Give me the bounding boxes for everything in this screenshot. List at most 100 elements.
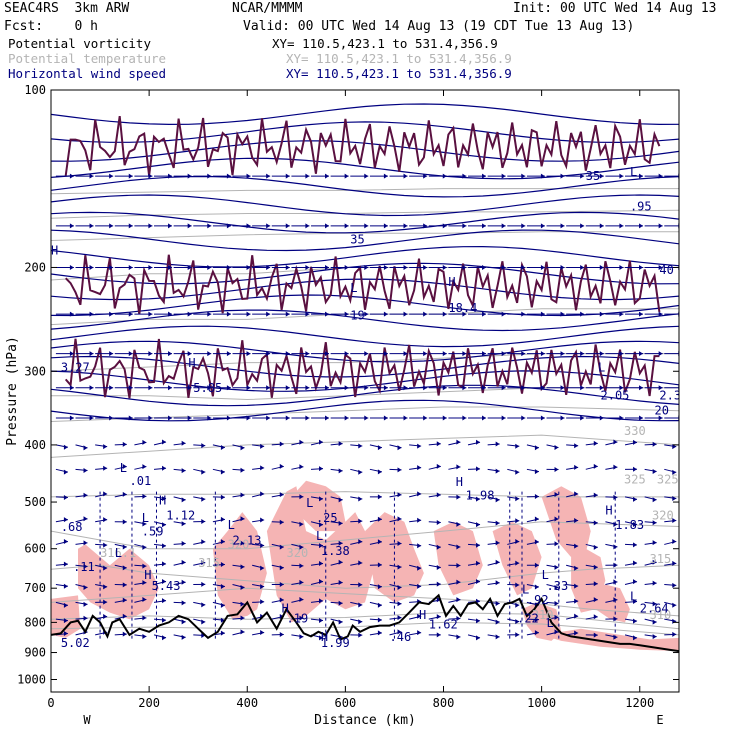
wind-vector-head [417, 517, 422, 523]
wind-vector-head [515, 632, 520, 638]
wind-vector-head [63, 602, 68, 608]
wind-vector-head [266, 415, 271, 421]
wind-vector-head [128, 264, 133, 270]
wind-vector-head [168, 385, 173, 391]
wind-vector-head [299, 464, 304, 470]
center-label: NCAR/MMMM [232, 1, 303, 16]
wind-vector-head [515, 560, 520, 566]
wind-vector-head [658, 173, 663, 179]
wind-vector-head [574, 613, 579, 619]
wind-vector-head [181, 619, 186, 625]
wind-vector-head [652, 497, 657, 503]
wind-vector-head [240, 615, 245, 621]
pv-extrema-label: L [630, 590, 637, 604]
pv-extrema-label: 1.99 [321, 636, 350, 650]
wind-vector-head [162, 635, 167, 641]
wind-vector-head [633, 439, 638, 445]
theta-label: 315 [650, 552, 672, 566]
wind-vector-head [207, 223, 212, 229]
wind-vector-head [63, 618, 68, 624]
wind-vector-head [344, 415, 349, 421]
wind-vector-head [521, 173, 526, 179]
wind-vector-head [534, 584, 539, 590]
wind-vector-head [619, 173, 624, 179]
pv-shaded-region [51, 595, 81, 638]
wind-vector-head [142, 580, 147, 586]
wind-vector-head [168, 223, 173, 229]
wind-vector-head [142, 521, 147, 527]
wind-vector-head [285, 173, 290, 179]
wind-vector-head [201, 619, 206, 625]
wind-vector-head [338, 540, 343, 546]
wind-vector-head [593, 564, 598, 570]
wind-vector-head [599, 223, 604, 229]
wind-vector-head [338, 580, 343, 586]
wind-vector-head [122, 613, 127, 619]
wind-vector-head [423, 264, 428, 270]
wind-vector-head [482, 223, 487, 229]
wind-vector-head [560, 385, 565, 391]
wind-vector-head [181, 579, 186, 585]
wind-vector-head [83, 615, 88, 621]
wind-vector-head [501, 311, 506, 317]
pv-extrema-label: 5.43 [152, 579, 181, 593]
wind-vector-head [285, 385, 290, 391]
wind-vector-head [613, 464, 618, 470]
wind-vector-head [383, 351, 388, 357]
wind-vector-head [633, 521, 638, 527]
wind-vector-head [162, 439, 167, 445]
wind-vector-head [325, 264, 330, 270]
pv-extrema-label: .11 [73, 560, 95, 574]
wind-vector-head [436, 581, 441, 587]
pv-extrema-label: L [120, 461, 127, 475]
wind-vector-head [201, 518, 206, 524]
wind-vector-head [63, 630, 68, 636]
wind-vector-head [658, 311, 663, 317]
wind-speed-contour [51, 340, 679, 363]
wind-vector-head [652, 520, 657, 526]
pv-extrema-label: L [522, 583, 529, 597]
wind-vector-head [462, 311, 467, 317]
pv-extrema-label: 2.64 [640, 602, 669, 616]
wind-vector-head [417, 465, 422, 471]
theta-label: 310 [532, 608, 554, 622]
wind-vector-head [109, 173, 114, 179]
y-tick-label: 800 [24, 615, 46, 629]
wind-vector-head [495, 634, 500, 640]
wind-vector-head [482, 385, 487, 391]
wind-vector-head [540, 351, 545, 357]
wind-vector-head [383, 223, 388, 229]
wind-vector-head [364, 415, 369, 421]
theta-contour-370 [51, 188, 679, 195]
wind-vector-head [220, 630, 225, 636]
wind-vector-head [652, 619, 657, 625]
wind-vector-head [63, 469, 68, 475]
wind-vector-head [69, 173, 74, 179]
wind-vector-head [148, 173, 153, 179]
pv-extrema-label: H [144, 568, 151, 582]
wind-vector-head [162, 543, 167, 549]
wind-vector-head [69, 351, 74, 357]
y-tick-label: 300 [24, 364, 46, 378]
wind-speed-label: L [630, 165, 637, 179]
wind-vector-head [456, 494, 461, 500]
wind-vector-head [476, 439, 481, 445]
wind-vector-head [462, 173, 467, 179]
wind-vector-head [593, 463, 598, 469]
wind-vector-head [338, 559, 343, 565]
wind-vector-head [69, 311, 74, 317]
wind-vector-head [122, 631, 127, 637]
wind-speed-label: 2.3 [659, 389, 681, 403]
wind-speed-contour [51, 211, 679, 234]
wind-vector-head [377, 562, 382, 568]
field-xy-theta: XY= 110.5,423.1 to 531.4,356.9 [286, 51, 512, 66]
wind-vector-head [377, 494, 382, 500]
wind-vector-head [83, 516, 88, 522]
wind-speed-contour [51, 399, 679, 422]
wind-vector-head [364, 223, 369, 229]
wind-vector-head [554, 467, 559, 473]
wind-vector-head [521, 311, 526, 317]
wind-vector-head [521, 264, 526, 270]
pv-shaded-region [291, 480, 346, 532]
